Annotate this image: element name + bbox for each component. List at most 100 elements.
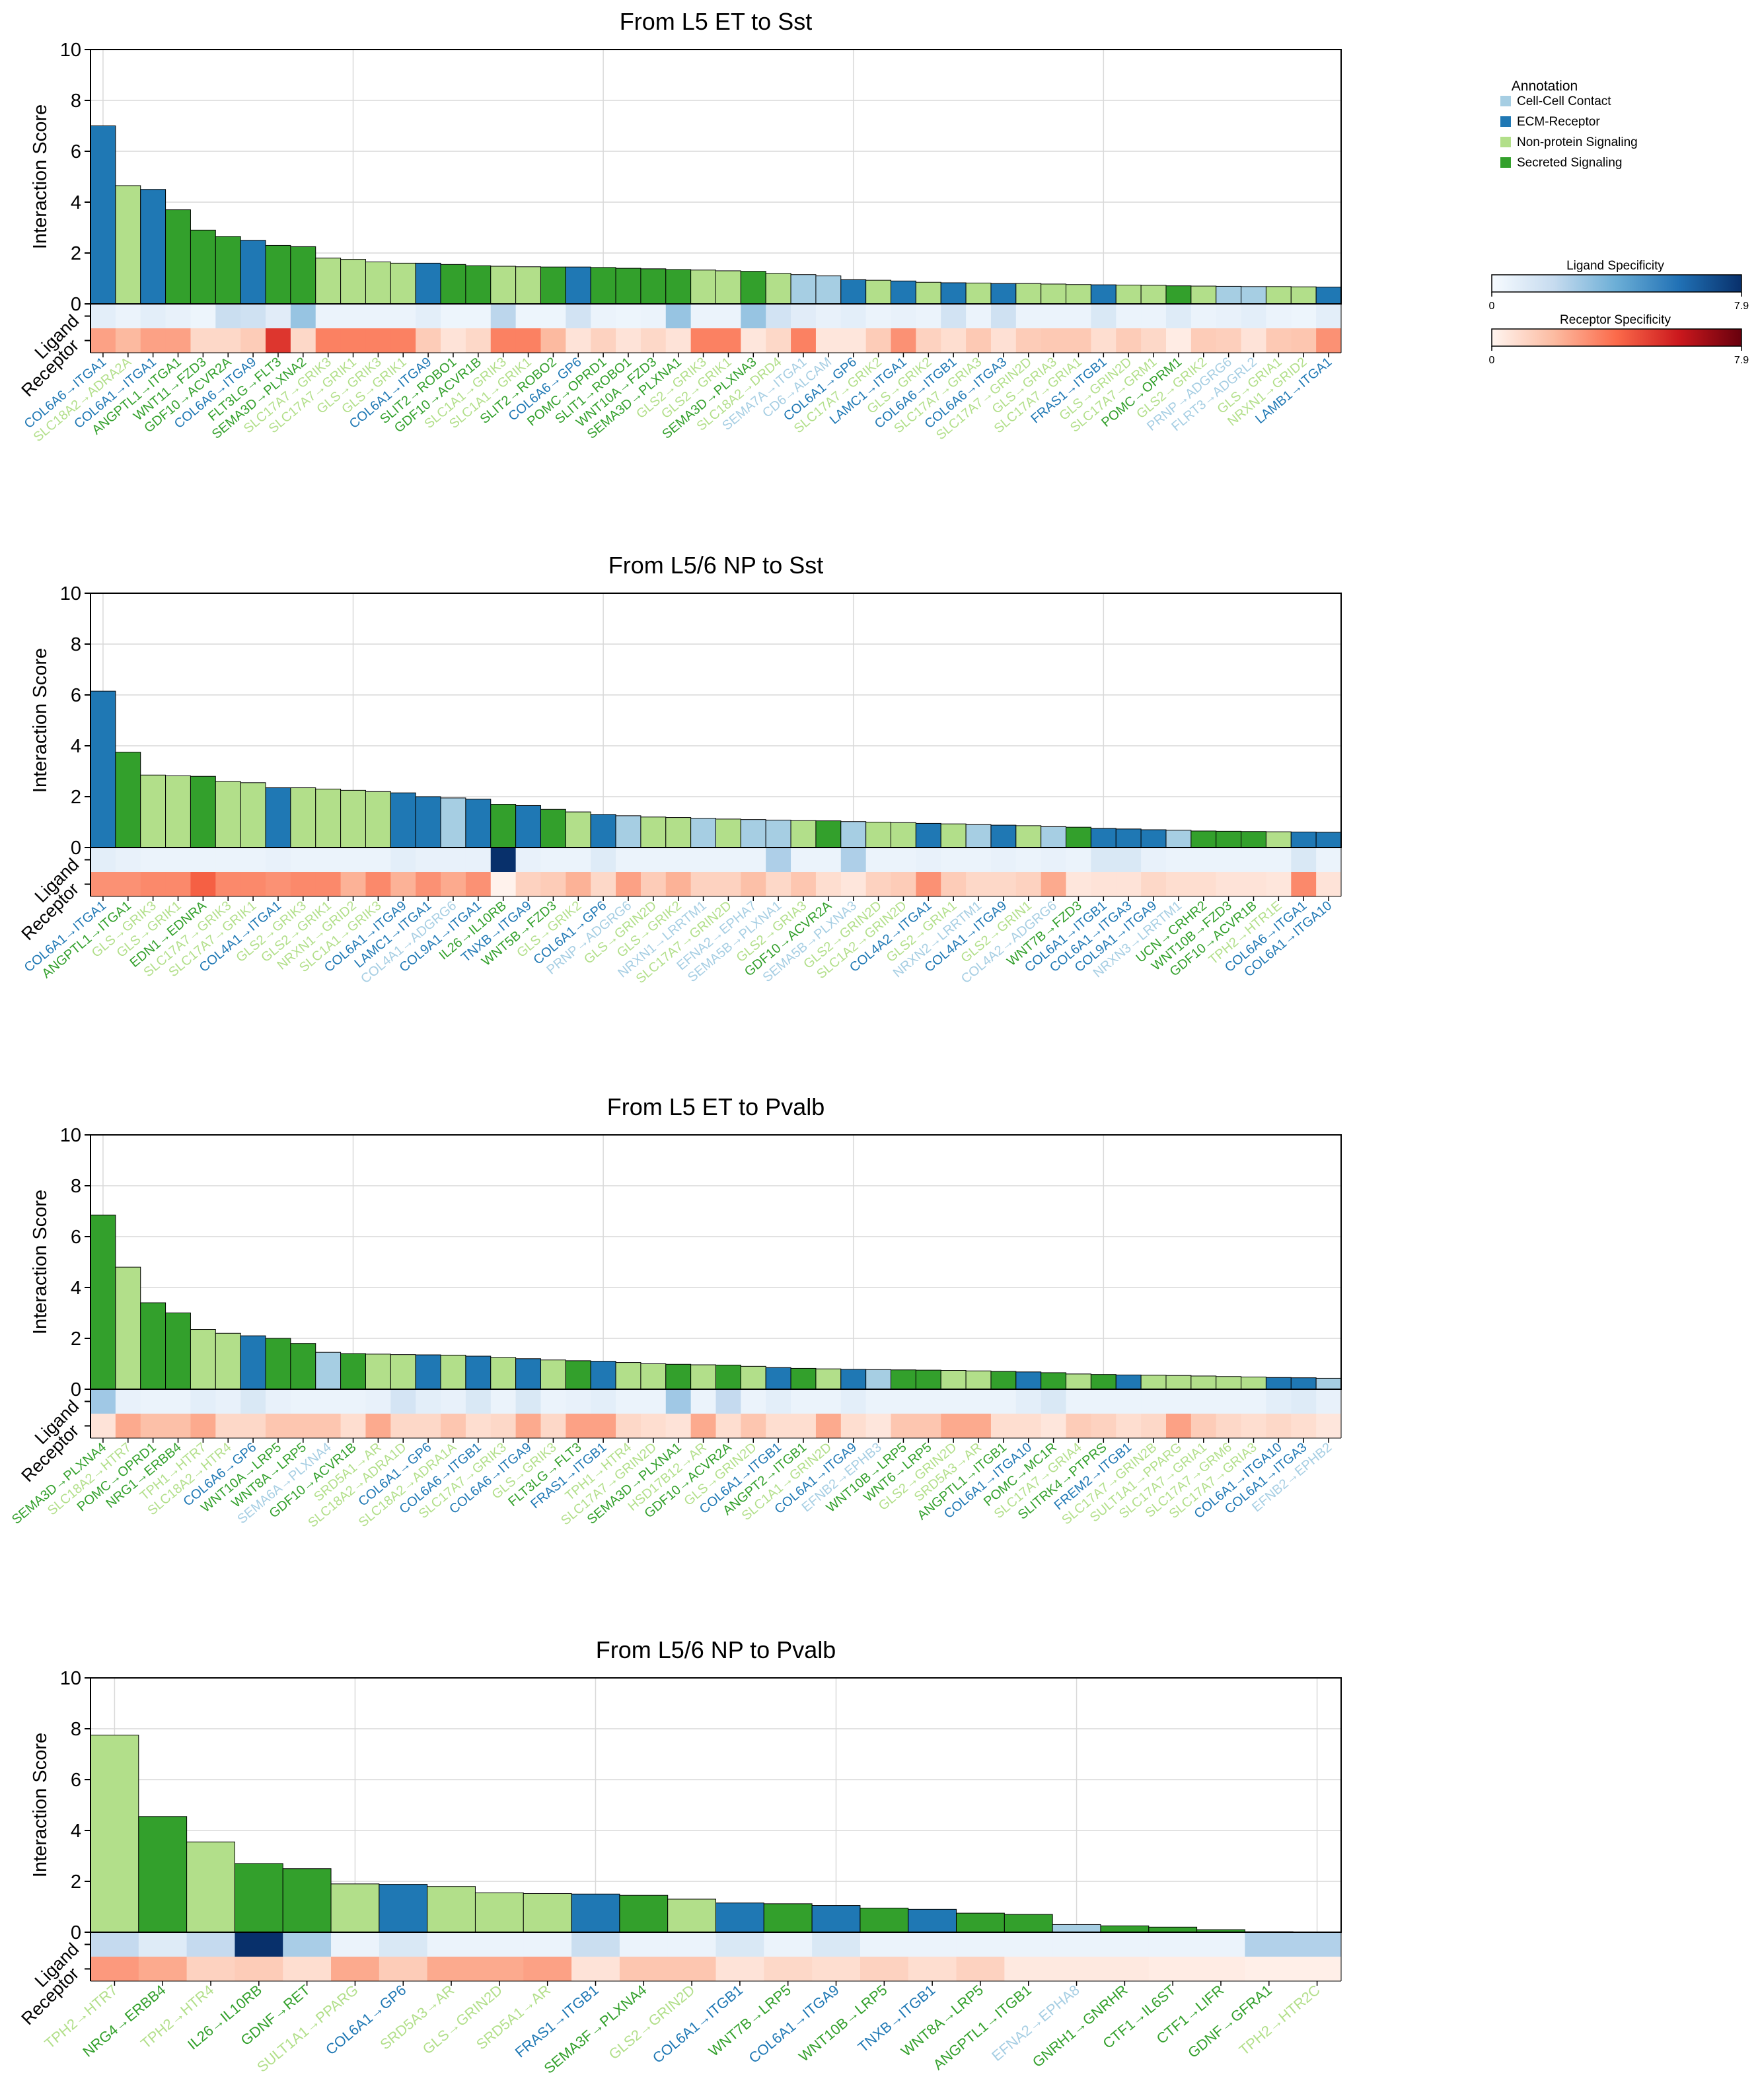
receptor-cell [340, 872, 366, 896]
ligand-cell [1266, 848, 1292, 872]
receptor-cell [340, 328, 366, 353]
ligand-cell [190, 1389, 216, 1414]
bar [765, 1367, 791, 1390]
receptor-cell [140, 872, 166, 896]
receptor-cell [916, 328, 941, 353]
bar [490, 1357, 517, 1390]
bar [1290, 286, 1317, 305]
bar [1265, 831, 1292, 848]
x-tick-label: GLS2→GRIN2D [606, 1982, 698, 2063]
bar [1100, 1925, 1150, 1933]
receptor-cell [1091, 1414, 1117, 1438]
receptor-cell [591, 1414, 616, 1438]
receptor-cell [1141, 1414, 1167, 1438]
receptor-cell [1316, 328, 1342, 353]
bar [115, 752, 141, 848]
bar [1165, 830, 1192, 848]
bar [515, 266, 541, 305]
bar [790, 1367, 817, 1390]
receptor-cell [1266, 872, 1292, 896]
ligand-cell [416, 304, 441, 328]
legend-swatch [1500, 96, 1511, 106]
bar [1216, 1376, 1242, 1390]
ligand-cell [941, 848, 967, 872]
legend-swatch [1500, 157, 1511, 168]
receptor-cell [665, 872, 692, 896]
receptor-cell [490, 328, 517, 353]
bar [690, 270, 717, 305]
receptor-cell [465, 328, 492, 353]
bar [763, 1903, 813, 1933]
ligand-cell [766, 304, 791, 328]
receptor-cell [416, 328, 441, 353]
chart-panel-2: From L5/6 NP to Sst0246810LigandReceptor… [18, 552, 1342, 986]
ligand-cell [891, 848, 916, 872]
receptor-cell [815, 872, 842, 896]
ligand-cell [764, 1932, 813, 1957]
receptor-cell [865, 328, 892, 353]
bar [956, 1912, 1005, 1933]
bar [1265, 1377, 1292, 1390]
bar [1066, 284, 1091, 305]
y-tick-label: 0 [71, 838, 81, 859]
bar [186, 1841, 235, 1933]
ligand-cell [1266, 1389, 1292, 1414]
ligand-cell [715, 304, 741, 328]
bar [1190, 1375, 1217, 1390]
bar [140, 1302, 166, 1390]
ligand-cell [990, 304, 1017, 328]
ligand-cell [715, 1389, 741, 1414]
bar [740, 819, 766, 848]
y-tick-label: 10 [60, 1125, 81, 1146]
bar [940, 282, 967, 305]
ligand-cell [715, 848, 741, 872]
bar [523, 1893, 572, 1933]
chart-title: From L5/6 NP to Pvalb [596, 1636, 836, 1663]
receptor-cell [240, 872, 266, 896]
receptor-cell [1091, 328, 1117, 353]
ligand-cell [91, 304, 116, 328]
ligand-cell [591, 304, 616, 328]
receptor-cell [365, 328, 391, 353]
bar [690, 818, 717, 848]
ligand-cell [1216, 1389, 1242, 1414]
receptor-cell [290, 872, 316, 896]
ligand-cell [441, 848, 466, 872]
ligand-cell [840, 1389, 867, 1414]
bar [1265, 286, 1292, 305]
y-tick-label: 6 [71, 685, 81, 706]
receptor-cell [916, 1414, 941, 1438]
receptor-cell [715, 1957, 764, 1981]
receptor-cell [865, 1414, 892, 1438]
ligand-cell [840, 304, 867, 328]
ligand-cell [91, 1932, 139, 1957]
legend-items: Cell-Cell Contact ECM-Receptor Non-protein… [1500, 94, 1638, 170]
bar [90, 1735, 139, 1933]
ligand-cell [240, 304, 266, 328]
ligand-cell [791, 848, 817, 872]
bar [365, 261, 391, 305]
receptor-colorbar-title: Receptor Specificity [1560, 313, 1671, 327]
legend-swatch [1500, 116, 1511, 127]
receptor-cell [1041, 1414, 1067, 1438]
receptor-cell [1190, 872, 1217, 896]
ligand-cell [619, 1932, 669, 1957]
receptor-cell [240, 328, 266, 353]
bar [540, 266, 566, 305]
bar [790, 274, 817, 305]
ligand-colorbar-title: Ligand Specificity [1566, 259, 1664, 273]
receptor-cell [315, 1414, 342, 1438]
ligand-cell [1091, 1389, 1117, 1414]
ligand-cell [1066, 1389, 1091, 1414]
receptor-cell [115, 872, 141, 896]
ligand-cell [665, 304, 692, 328]
ligand-cell [1316, 1389, 1342, 1414]
receptor-cell [566, 1414, 591, 1438]
ligand-cell [315, 848, 342, 872]
bar [1090, 828, 1117, 848]
receptor-cell [1266, 1414, 1292, 1438]
receptor-cell [667, 1957, 716, 1981]
bar [640, 1363, 667, 1390]
receptor-cell [215, 328, 241, 353]
